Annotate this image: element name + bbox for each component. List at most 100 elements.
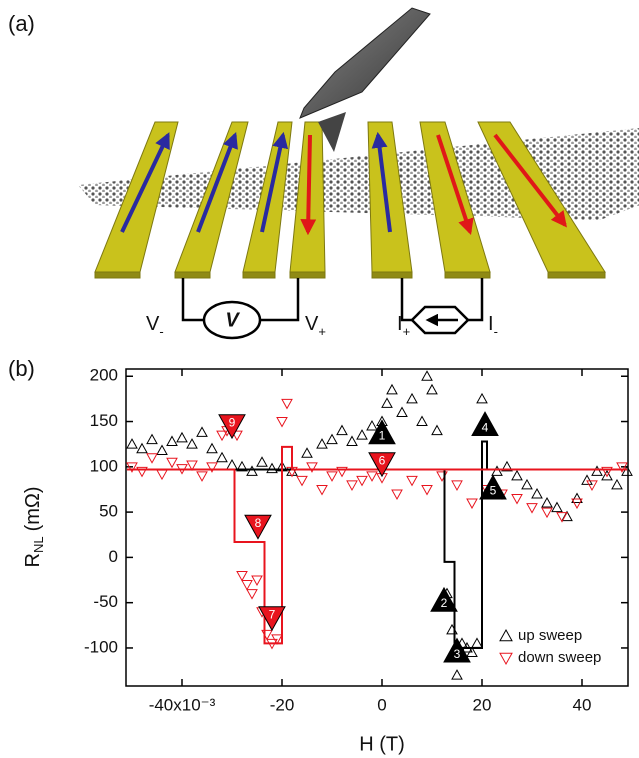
data-point xyxy=(581,474,593,485)
data-point xyxy=(391,489,403,501)
data-point xyxy=(366,420,378,431)
data-point xyxy=(426,383,438,395)
data-point xyxy=(186,438,198,449)
data-point xyxy=(326,471,338,482)
data-point xyxy=(451,480,463,491)
data-point xyxy=(466,646,478,657)
data-point xyxy=(166,457,178,469)
y-label-sub: NL xyxy=(31,536,46,553)
data-point xyxy=(621,465,633,476)
spin-arrows xyxy=(120,131,567,236)
data-point xyxy=(541,497,553,508)
data-point xyxy=(186,460,198,472)
data-point xyxy=(316,484,328,496)
data-point xyxy=(336,424,348,436)
data-point xyxy=(156,444,168,456)
data-point xyxy=(266,462,278,474)
circuit xyxy=(181,278,484,340)
terminal-sub: + xyxy=(318,324,326,339)
data-point xyxy=(236,571,248,582)
data-point xyxy=(176,431,188,443)
data-point xyxy=(166,435,178,446)
data-point xyxy=(336,466,348,478)
data-point xyxy=(326,433,338,445)
data-point xyxy=(316,438,328,449)
data-point xyxy=(526,503,538,514)
data-point xyxy=(611,478,623,490)
data-point xyxy=(356,429,368,440)
legend-label: up sweep xyxy=(518,627,582,644)
y-tick-label: -100 xyxy=(84,637,118,656)
data-point xyxy=(386,383,398,395)
state-marker xyxy=(244,514,272,540)
y-axis-label: RNL (mΩ) xyxy=(22,486,46,567)
state-marker xyxy=(218,414,246,440)
data-point xyxy=(296,475,308,487)
legend-label: down sweep xyxy=(518,649,601,666)
data-point xyxy=(206,442,218,454)
data-point xyxy=(301,447,313,458)
terminal-label: V+ xyxy=(305,313,326,339)
state-marker xyxy=(258,606,286,632)
data-point xyxy=(406,475,418,487)
data-point xyxy=(586,480,598,491)
data-point xyxy=(216,451,228,463)
data-point xyxy=(421,484,433,496)
data-point xyxy=(591,465,603,476)
data-point xyxy=(521,478,533,490)
data-point xyxy=(146,433,158,445)
data-point xyxy=(256,456,268,467)
data-point xyxy=(366,471,378,482)
data-point xyxy=(236,460,248,472)
state-label: 2 xyxy=(441,596,448,610)
data-point xyxy=(471,637,483,648)
data-point xyxy=(511,494,523,505)
state-label: 5 xyxy=(490,484,497,498)
state-label: 1 xyxy=(379,428,386,442)
data-point xyxy=(146,453,158,464)
data-point xyxy=(346,480,358,491)
state-label: 9 xyxy=(229,415,236,429)
data-point xyxy=(541,507,553,519)
terminal-sub: - xyxy=(159,324,163,339)
data-point xyxy=(396,406,408,417)
state-marker xyxy=(471,411,499,437)
plot: -40x10⁻³ -20 0 20 40 -100 -50 0 50 100 150 200 1 2 3 4 5… xyxy=(84,366,633,714)
terminal-label: I+ xyxy=(397,313,410,339)
y-tick-label: 0 xyxy=(109,547,118,566)
voltmeter-label: V xyxy=(225,309,240,331)
data-point xyxy=(491,465,503,476)
data-point xyxy=(136,466,148,478)
data-point xyxy=(306,462,318,473)
data-point xyxy=(281,398,293,410)
data-point xyxy=(466,498,478,510)
x-tick-label: -20 xyxy=(270,695,295,714)
data-point xyxy=(196,471,208,482)
x-tick-label: -40x10⁻³ xyxy=(149,695,216,714)
data-point xyxy=(246,589,258,600)
data-point xyxy=(416,415,428,427)
terminal-sub: + xyxy=(403,324,411,339)
data-point xyxy=(136,442,148,454)
data-point xyxy=(381,397,393,408)
plot-frame xyxy=(125,368,629,687)
data-point xyxy=(511,469,523,481)
state-label: 7 xyxy=(269,607,276,621)
terminal-label: I- xyxy=(488,313,498,339)
data-point xyxy=(451,669,463,680)
schematic: V V- V+ I+ I- xyxy=(78,7,639,340)
x-axis-label: H (T) xyxy=(359,733,405,755)
panel-label: (a) xyxy=(8,11,35,36)
data-point xyxy=(126,462,138,473)
state-marker xyxy=(368,419,396,445)
terminal-main: I xyxy=(397,313,403,335)
terminal-main: V xyxy=(305,313,319,335)
data-point xyxy=(616,462,628,473)
x-tick-label: 0 xyxy=(377,695,386,714)
hysteresis-line xyxy=(127,445,627,645)
state-label: 6 xyxy=(379,453,386,467)
data-point xyxy=(476,392,488,404)
data-point xyxy=(556,512,568,523)
terminal-sub: - xyxy=(494,324,498,339)
